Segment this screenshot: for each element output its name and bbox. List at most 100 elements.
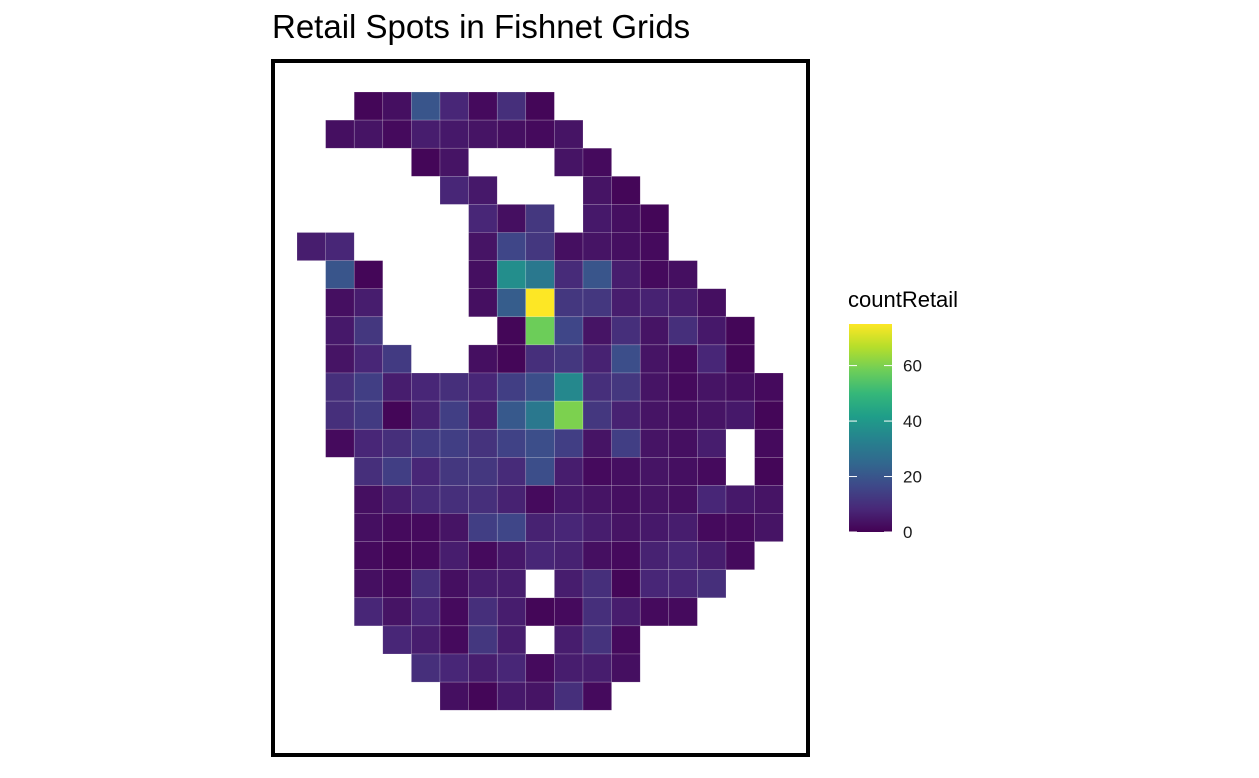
grid-cell [554,232,584,261]
grid-cell [668,485,698,514]
grid-cell [439,597,469,627]
grid-cell [668,428,698,458]
grid-cell [554,485,584,514]
grid-cell [439,681,469,711]
grid-cell [353,400,384,430]
grid-cell [754,457,784,486]
grid-cell [325,372,355,402]
grid-cell [611,597,641,627]
grid-cell [525,204,555,233]
grid-cell [582,204,612,233]
grid-cell [582,372,612,402]
grid-cell [468,597,498,627]
legend-colorbar [849,324,892,532]
grid-cell [582,428,612,458]
grid-cell [468,91,498,121]
grid-cell [611,428,641,458]
grid-cell [439,625,469,655]
grid-cell [496,569,527,599]
panel-border [271,59,810,757]
grid-cell [554,119,584,149]
grid-cell [496,260,527,289]
grid-cell [639,541,670,570]
grid-cell [496,316,527,346]
grid-cell [611,232,641,261]
grid-cell [468,288,498,318]
grid-cell [554,513,584,542]
grid-cell [754,428,784,458]
grid-cell [382,344,412,374]
grid-cell [439,513,469,542]
grid-cell [353,569,384,599]
grid-cell [411,653,441,683]
grid-cell [582,513,612,542]
grid-cell [754,485,784,514]
grid-cell [496,653,527,683]
grid-cell [697,513,727,542]
grid-cell [468,260,498,289]
grid-cell [496,344,527,374]
grid-cell [411,485,441,514]
grid-cell [325,400,355,430]
grid-cell [611,204,641,233]
grid-cell [382,625,412,655]
grid-cell [353,513,384,542]
grid-cell [582,597,612,627]
grid-cell [725,485,755,514]
grid-cell [754,513,784,542]
grid-cell [668,597,698,627]
grid-cell [411,597,441,627]
grid-cell [697,428,727,458]
grid-cell [611,288,641,318]
grid-cell [411,372,441,402]
grid-cell [411,91,441,121]
grid-cell [496,457,527,486]
grid-cell [496,681,527,711]
grid-cell [554,316,584,346]
legend-title: countRetail [848,287,959,312]
grid-cell [582,400,612,430]
grid-cell [525,653,555,683]
grid-cell [468,204,498,233]
grid-cell [697,569,727,599]
grid-cell [496,400,527,430]
grid-cell [353,288,384,318]
grid-cell [554,457,584,486]
grid-cell [582,681,612,711]
grid-cell [382,513,412,542]
grid-cell [325,232,355,261]
grid-cell [353,428,384,458]
grid-cell [496,232,527,261]
grid-cell [468,372,498,402]
grid-cell [582,344,612,374]
grid-cell [325,119,355,149]
grid-cell [554,625,584,655]
grid-cell [296,232,326,261]
grid-cell [525,457,555,486]
grid-cell [525,485,555,514]
grid-cell [611,625,641,655]
grid-cell [439,400,469,430]
grid-cell [639,597,670,627]
grid-cell [439,428,469,458]
grid-cell [582,653,612,683]
grid-cell [525,119,555,149]
grid-cell [611,344,641,374]
grid-cell [582,569,612,599]
grid-cell [411,513,441,542]
grid-cell [639,400,670,430]
grid-cell [668,344,698,374]
grid-cell [439,176,469,205]
grid-cell [611,513,641,542]
grid-cell [611,485,641,514]
grid-cell [525,372,555,402]
grid-cell [525,400,555,430]
legend-tick-label: 40 [903,412,922,431]
grid-cell [496,541,527,570]
grid-cell [668,513,698,542]
grid-cell [525,344,555,374]
grid-cell [353,344,384,374]
grid-cell [754,400,784,430]
grid-cell [554,597,584,627]
grid-cell [382,91,412,121]
